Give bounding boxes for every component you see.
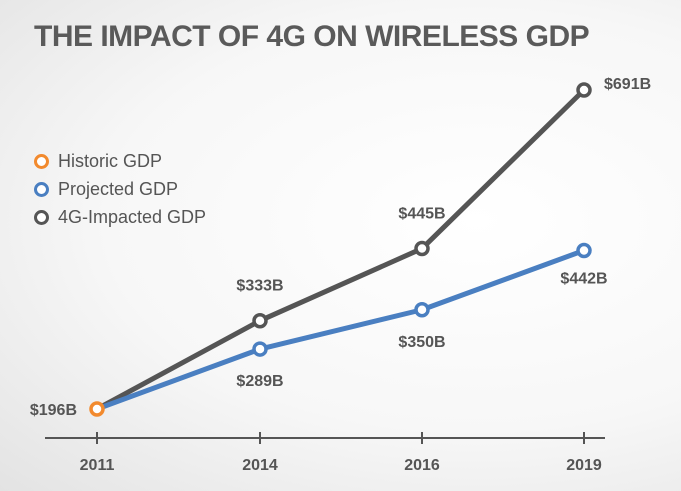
legend-item-4g: 4G-Impacted GDP [34,203,206,231]
series-2-point-2014 [252,312,268,329]
legend-label-projected: Projected GDP [58,178,179,199]
series-2-point-2016 [414,240,430,257]
chart-title: THE IMPACT OF 4G ON WIRELESS GDP [34,20,590,53]
data-label-series-2-2019: $691B [604,76,651,93]
series-2-point-2019 [576,82,592,98]
legend-marker-4g [34,209,49,225]
x-tick-label-2011: 2011 [80,457,115,474]
series-line-2 [94,87,587,412]
data-label-series-0-2011: $196B [30,402,77,419]
series-1-point-2014 [252,341,268,357]
series-1-point-2016 [414,302,430,318]
x-tick-label-2019: 2019 [566,457,602,474]
series-line-1 [94,247,587,412]
data-label-series-1-2016: $350B [398,334,445,351]
data-label-series-2-2016: $445B [398,206,445,223]
legend: Historic GDP Projected GDP 4G-Impacted G… [34,147,206,231]
legend-marker-projected [34,181,49,197]
x-tick-label-2016: 2016 [404,457,440,474]
data-label-series-2-2014: $333B [236,278,283,295]
legend-item-projected: Projected GDP [34,175,206,203]
series-1-point-2019 [576,242,592,259]
legend-item-historic: Historic GDP [34,147,206,175]
legend-label-4g: 4G-Impacted GDP [58,206,207,227]
series-0-point-2011 [89,401,105,417]
legend-marker-historic [34,153,49,169]
data-label-series-1-2019: $442B [560,270,607,287]
x-tick-label-2014: 2014 [242,457,278,474]
data-label-series-1-2014: $289B [236,373,283,390]
legend-label-historic: Historic GDP [58,150,163,171]
